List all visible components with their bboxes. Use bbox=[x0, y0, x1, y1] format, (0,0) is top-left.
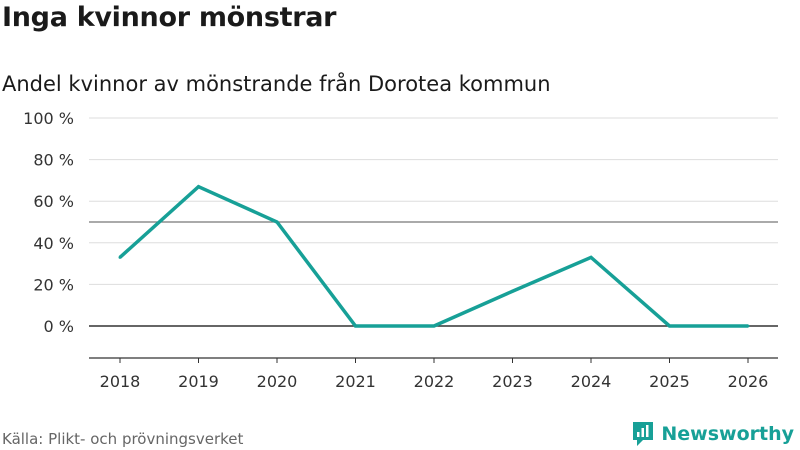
data-point bbox=[432, 324, 436, 328]
data-point bbox=[589, 255, 593, 259]
x-tick-label: 2026 bbox=[728, 372, 769, 391]
x-tick-label: 2024 bbox=[571, 372, 612, 391]
x-tick-label: 2020 bbox=[257, 372, 298, 391]
data-point bbox=[668, 324, 671, 328]
source-note: Källa: Plikt- och prövningsverket bbox=[2, 430, 244, 448]
y-tick-label: 80 % bbox=[33, 151, 74, 170]
x-tick-label: 2023 bbox=[492, 372, 533, 391]
y-tick-label: 20 % bbox=[33, 275, 74, 294]
data-point bbox=[197, 185, 200, 189]
chart-title: Inga kvinnor mönstrar bbox=[2, 2, 337, 33]
data-point bbox=[275, 220, 279, 224]
series-line bbox=[118, 184, 748, 328]
x-tick-label: 2021 bbox=[335, 372, 376, 391]
data-point bbox=[118, 255, 122, 259]
x-tick-label: 2019 bbox=[178, 372, 219, 391]
data-point bbox=[511, 289, 514, 293]
y-tick-label: 40 % bbox=[33, 234, 74, 253]
x-tick-label: 2025 bbox=[649, 372, 690, 391]
brand-name: Newsworthy bbox=[661, 423, 794, 445]
brand-logo: Newsworthy bbox=[631, 421, 794, 447]
x-tick-label: 2018 bbox=[100, 372, 141, 391]
newsworthy-icon bbox=[633, 422, 654, 446]
y-tick-label: 60 % bbox=[33, 192, 74, 211]
x-tick-label: 2022 bbox=[414, 372, 455, 391]
data-point bbox=[354, 324, 357, 328]
y-tick-label: 100 % bbox=[23, 109, 74, 128]
chart-subtitle: Andel kvinnor av mönstrande från Dorotea… bbox=[2, 72, 551, 96]
y-tick-label: 0 % bbox=[44, 317, 74, 336]
data-point bbox=[746, 324, 750, 328]
